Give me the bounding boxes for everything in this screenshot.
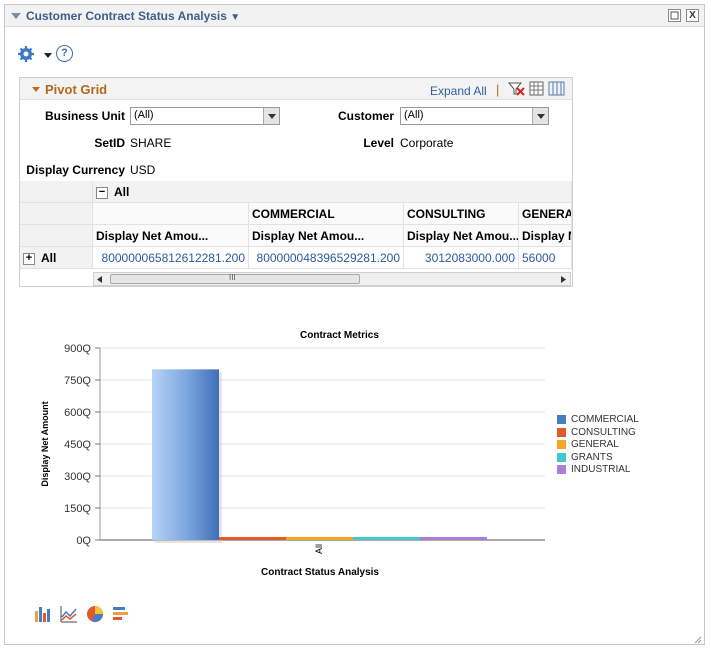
display-currency-value: USD [130, 163, 156, 177]
corner-cell [20, 181, 93, 203]
legend-label: GRANTS [571, 451, 613, 463]
scroll-left-icon[interactable] [97, 276, 103, 283]
legend-swatch [557, 452, 566, 462]
bar-chart-icon[interactable] [34, 605, 52, 623]
expand-row-button[interactable]: + [23, 252, 35, 265]
scroll-thumb[interactable]: III [110, 273, 360, 284]
corner-cell [20, 225, 93, 247]
measure-header[interactable]: Display Net Amou... [404, 225, 519, 247]
level-value: Corporate [400, 136, 454, 150]
restore-button[interactable] [668, 9, 681, 22]
horizontal-scrollbar[interactable]: III [93, 272, 571, 286]
y-tick-label: 150Q [64, 503, 91, 515]
collapse-button[interactable]: − [96, 186, 108, 199]
legend-swatch [557, 440, 566, 449]
legend-swatch [557, 465, 566, 474]
header-separator: | [496, 82, 500, 97]
measure-header[interactable]: Display Net [519, 225, 572, 247]
collapse-triangle-icon[interactable] [11, 13, 21, 19]
column-header [93, 203, 249, 225]
grid-view-icon[interactable] [529, 81, 545, 97]
display-currency-label: Display Currency [26, 163, 125, 177]
legend-label: COMMERCIAL [571, 414, 639, 425]
legend-swatch [557, 415, 566, 424]
y-tick-label: 0Q [76, 535, 91, 547]
pivot-grid-header: Pivot Grid Expand All | [20, 78, 572, 100]
pagelet-titlebar: Customer Contract Status Analysis ▼ X [5, 5, 704, 27]
bar-general[interactable] [286, 537, 353, 540]
legend-label: CONSULTING [571, 426, 636, 438]
gear-dropdown-caret-icon[interactable] [44, 53, 52, 59]
value-cell[interactable]: 800000048396529281.200 [249, 247, 404, 269]
y-tick-label: 750Q [64, 375, 91, 387]
y-tick-label: 450Q [64, 439, 91, 451]
legend-swatch [557, 427, 566, 437]
customer-label: Customer [337, 109, 394, 123]
column-header-commercial[interactable]: COMMERCIAL [249, 203, 404, 225]
chevron-down-icon[interactable] [263, 108, 279, 124]
chart-view-icon[interactable] [548, 81, 566, 97]
y-tick-label: 300Q [64, 471, 91, 483]
pie-chart-icon[interactable] [86, 605, 104, 623]
bar-consulting[interactable] [219, 537, 286, 540]
resize-grip-icon[interactable] [694, 636, 702, 644]
y-tick-label: 900Q [64, 343, 91, 355]
business-unit-label: Business Unit [44, 109, 125, 123]
close-button[interactable]: X [686, 9, 699, 22]
gear-icon[interactable] [18, 45, 36, 63]
legend-label: INDUSTRIAL [571, 464, 631, 475]
setid-value: SHARE [130, 136, 172, 150]
clear-filter-icon[interactable] [508, 81, 526, 97]
customer-select[interactable]: (All) [400, 107, 549, 125]
level-label: Level [363, 136, 394, 150]
pivot-grid-title[interactable]: Pivot Grid [45, 82, 108, 97]
setid-label: SetID [94, 136, 125, 150]
pivot-collapse-icon[interactable] [32, 87, 40, 92]
bar-commercial[interactable] [152, 369, 219, 540]
x-tick-label: All [314, 544, 324, 554]
line-chart-icon[interactable] [60, 605, 78, 623]
pivot-grid-panel: Pivot Grid Expand All | Business Unit (A… [19, 77, 573, 287]
bar-grants[interactable] [353, 537, 420, 540]
value-cell[interactable]: 56000 [519, 247, 572, 269]
corner-cell [20, 203, 93, 225]
value-cell[interactable]: 3012083000.000 [404, 247, 519, 269]
expand-all-link[interactable]: Expand All [430, 84, 487, 98]
x-axis-label: Contract Status Analysis [261, 567, 379, 578]
row-header: + All [20, 247, 93, 269]
pagelet-title[interactable]: Customer Contract Status Analysis ▼ [26, 9, 241, 23]
chart-title: Contract Metrics [300, 330, 379, 341]
business-unit-select[interactable]: (All) [130, 107, 280, 125]
chevron-down-icon[interactable] [532, 108, 548, 124]
y-tick-label: 600Q [64, 407, 91, 419]
column-group-header: − All [93, 181, 572, 203]
legend-label: GENERAL [571, 439, 619, 450]
help-button[interactable]: ? [56, 45, 73, 62]
value-cell[interactable]: 800000065812612281.200 [93, 247, 249, 269]
measure-header[interactable]: Display Net Amou... [249, 225, 404, 247]
pagelet-frame: Customer Contract Status Analysis ▼ X [4, 4, 705, 645]
column-header-consulting[interactable]: CONSULTING [404, 203, 519, 225]
horizontal-bar-chart-icon[interactable] [112, 605, 130, 623]
bar-industrial[interactable] [420, 537, 487, 540]
scroll-right-icon[interactable] [561, 276, 567, 283]
y-axis-label: Display Net Amount [40, 401, 50, 486]
measure-header[interactable]: Display Net Amou... [93, 225, 249, 247]
column-header-general[interactable]: GENERAL [519, 203, 572, 225]
